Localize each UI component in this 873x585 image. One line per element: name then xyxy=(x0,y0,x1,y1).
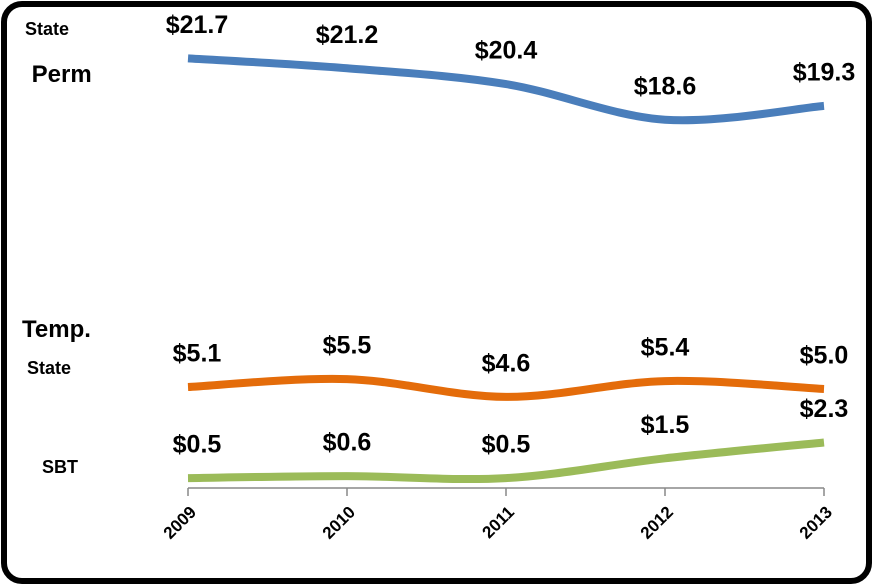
series-label: State Perm xyxy=(25,19,92,89)
data-label: $19.3 xyxy=(793,58,856,86)
series-label-line: State xyxy=(22,358,71,378)
data-label: $1.5 xyxy=(641,411,690,439)
data-label: $5.5 xyxy=(323,332,372,360)
data-label: $18.6 xyxy=(634,72,697,100)
data-label: $21.2 xyxy=(316,21,379,49)
data-label: $4.6 xyxy=(482,350,531,378)
data-label: $0.5 xyxy=(482,431,531,459)
series-label-line: SBT xyxy=(42,457,78,477)
series-label: SBT xyxy=(42,457,78,477)
series-line xyxy=(187,374,825,401)
series-line xyxy=(187,54,825,125)
data-label: $0.6 xyxy=(323,429,372,457)
series-label-line: State xyxy=(25,19,69,39)
data-label: $2.3 xyxy=(800,395,849,423)
data-label: $21.7 xyxy=(166,11,229,39)
data-label: $5.1 xyxy=(173,340,222,368)
data-label: $0.5 xyxy=(173,431,222,459)
series-label-line: Perm xyxy=(25,61,92,88)
series-label: Temp. State xyxy=(22,316,91,377)
data-label: $5.0 xyxy=(800,342,849,370)
data-label: $5.4 xyxy=(641,334,690,362)
data-label: $20.4 xyxy=(475,37,538,65)
series-label-line: Temp. xyxy=(22,316,91,343)
series-line xyxy=(187,438,825,484)
